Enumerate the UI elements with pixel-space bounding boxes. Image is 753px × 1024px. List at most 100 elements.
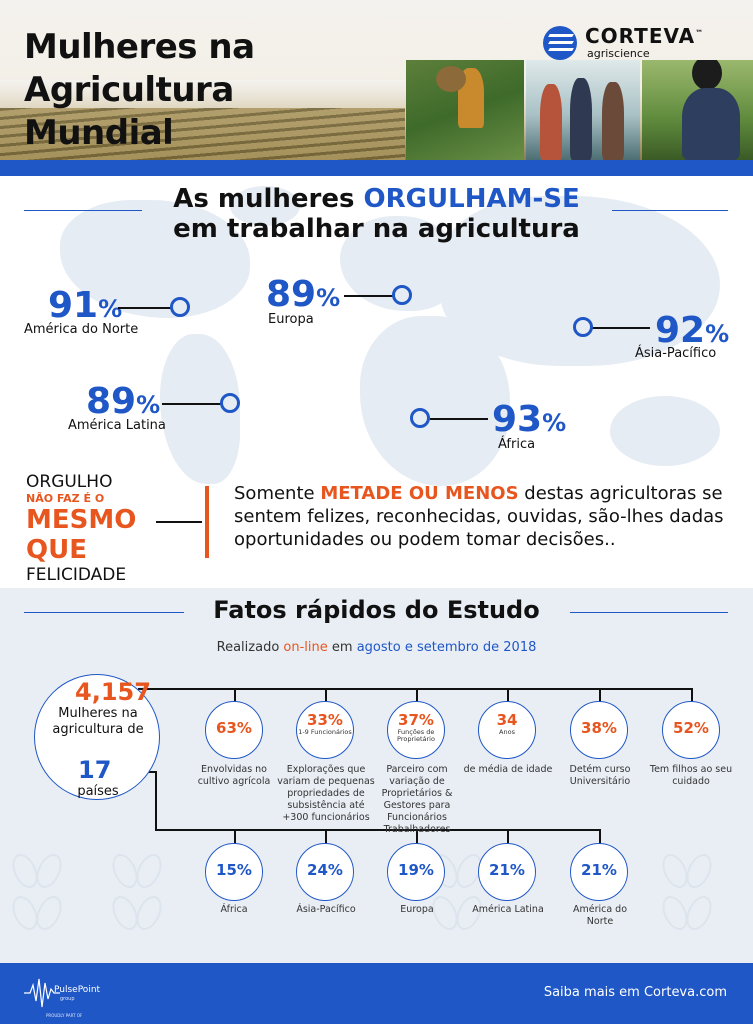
fact-value: 34 (496, 711, 518, 729)
fact-value: 37% (398, 711, 434, 729)
pulsepoint-part-of: PROUDLY PART OF (46, 1013, 83, 1018)
connector-drop (234, 829, 236, 844)
region-caption-europe: Europa (400, 904, 434, 915)
country-count: 17 (78, 756, 112, 784)
stat-unit: % (316, 284, 341, 312)
region-circle-north-america: 21% (570, 843, 628, 901)
logo-sub: agriscience (587, 47, 650, 60)
fact-circle-ownership: 37% Funções de Proprietário (387, 701, 445, 759)
facts-rule-left (24, 612, 184, 613)
region-value: 15% (216, 861, 252, 879)
connector-drop (416, 688, 418, 702)
logo-wordmark: CORTEVA (585, 24, 696, 48)
fact-circle-children: 52% (662, 701, 720, 759)
headline-accent: ORGULHAM-SE (363, 184, 580, 214)
pride-line-4: QUE (26, 535, 87, 565)
map-north-america (60, 200, 250, 318)
pulsepoint-sub: group (60, 996, 75, 1002)
corteva-logo: CORTEVA™ agriscience (543, 24, 743, 62)
region-circle-africa: 15% (205, 843, 263, 901)
title-line-1: Mulheres na (24, 27, 255, 67)
marker-asia-pacific (573, 317, 593, 337)
corteva-mark-icon (543, 26, 577, 60)
sub-online: on-line (283, 640, 328, 655)
facts-title: Fatos rápidos do Estudo (213, 596, 540, 624)
facts-rule-right (570, 612, 728, 613)
wheat-decoration (107, 833, 167, 963)
connector-drop (691, 688, 693, 702)
stat-latin-america: 89% (86, 384, 160, 423)
region-value: 19% (398, 861, 434, 879)
fact-caption-degree: Detém curso Universitário (569, 764, 631, 787)
leader-africa (430, 418, 488, 420)
note-highlight: METADE OU MENOS (320, 483, 519, 504)
photo-woman-tablet (642, 60, 753, 160)
stat-value: 92 (655, 310, 706, 351)
fact-value: 38% (581, 719, 617, 737)
region-value: 21% (489, 861, 525, 879)
header-blue-bar (0, 160, 753, 176)
field-image (0, 108, 405, 160)
label-north-america: América do Norte (24, 322, 139, 337)
connector-drop (599, 829, 601, 844)
wheat-decoration (657, 833, 717, 963)
headline-rule-left (24, 210, 142, 211)
stat-value: 91 (48, 285, 99, 326)
stat-unit: % (705, 320, 730, 348)
pride-line-2: NÃO FAZ É O (26, 492, 105, 505)
marker-latin-america (220, 393, 240, 413)
pride-vs-happiness: ORGULHO NÃO FAZ É O MESMO QUE FELICIDADE (26, 472, 176, 585)
fact-value: 63% (216, 719, 252, 737)
women-count: 4,157 (75, 678, 151, 706)
fact-sub: 1-9 Funcionários (298, 728, 352, 736)
fact-sub: Anos (499, 728, 515, 736)
sub-a: Realizado (216, 640, 284, 655)
marker-europe (392, 285, 412, 305)
fact-value: 52% (673, 719, 709, 737)
connector-drop (234, 688, 236, 702)
fact-caption-employees: Explorações que variam de pequenas propr… (277, 764, 375, 823)
pulsepoint-wave-icon (24, 978, 60, 1008)
fact-circle-age: 34 Anos (478, 701, 536, 759)
headline-pre: As mulheres (173, 184, 364, 214)
region-value: 24% (307, 861, 343, 879)
happiness-note: Somente METADE OU MENOS destas agriculto… (234, 482, 734, 551)
stat-value: 89 (266, 274, 317, 315)
footer: PulsePoint group PROUDLY PART OF Saiba m… (0, 963, 753, 1024)
fact-caption-farming: Envolvidas no cultivo agrícola (197, 764, 271, 787)
region-caption-north-america: América do Norte (572, 904, 628, 927)
fact-caption-children: Tem filhos ao seu cuidado (649, 764, 733, 787)
fact-circle-degree: 38% (570, 701, 628, 759)
pride-map-section: As mulheres ORGULHAM-SE em trabalhar na … (0, 176, 753, 588)
stat-europe: 89% (266, 277, 340, 316)
connector-top-horizontal (138, 688, 693, 690)
headline-rule-right (612, 210, 728, 211)
country-label: países (77, 784, 119, 799)
sub-c: em (327, 640, 357, 655)
label-latin-america: América Latina (68, 418, 166, 433)
sample-size-circle (34, 674, 160, 800)
label-asia-pacific: Ásia-Pacífico (635, 346, 717, 361)
stat-north-america: 91% (48, 288, 122, 327)
connector-drop (325, 688, 327, 702)
fact-circle-farming: 63% (205, 701, 263, 759)
learn-more-link[interactable]: Saiba mais em Corteva.com (543, 985, 727, 1000)
fact-caption-age: de média de idade (463, 764, 553, 775)
leader-europe (344, 295, 394, 297)
sub-date: agosto e setembro de 2018 (356, 640, 537, 655)
region-value: 21% (581, 861, 617, 879)
pride-leader-line (156, 521, 202, 523)
stat-africa: 93% (492, 402, 566, 441)
connector-drop (507, 829, 509, 844)
connector-drop (599, 688, 601, 702)
title-line-2: Agricultura (24, 70, 234, 110)
region-caption-asia-pacific: Ásia-Pacífico (296, 904, 356, 915)
label-africa: África (498, 437, 536, 452)
wheat-decoration (7, 833, 67, 963)
stat-asia-pacific: 92% (655, 313, 729, 352)
quick-facts-section: Fatos rápidos do Estudo Realizado on-lin… (0, 588, 753, 963)
pulsepoint-logo: PulsePoint (54, 985, 101, 995)
leader-asia-pacific (592, 327, 650, 329)
headline-line-2: em trabalhar na agricultura (173, 214, 580, 244)
header-banner: Mulheres na Agricultura Mundial CORTEVA™… (0, 0, 753, 160)
